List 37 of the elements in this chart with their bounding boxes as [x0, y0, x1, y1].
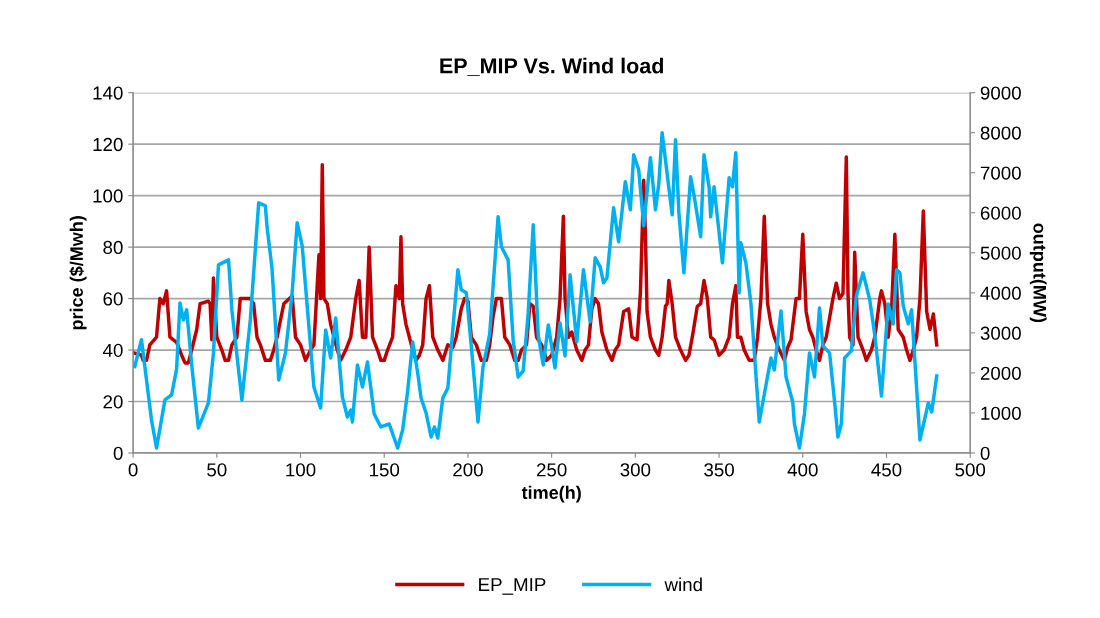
y-tick-label: 140 — [93, 86, 123, 100]
y2-tick-label: 4000 — [980, 286, 1021, 300]
x-tick-label: 250 — [536, 463, 567, 477]
y2-tick-label: 3000 — [980, 326, 1021, 340]
y2-tick-label: 9000 — [980, 86, 1021, 100]
y-tick-label: 20 — [103, 395, 123, 409]
x-tick-label: 300 — [620, 463, 651, 477]
x-tick-label: 200 — [453, 463, 483, 477]
y-tick-label: 100 — [93, 189, 123, 203]
y2-axis-title: output(MW) — [1029, 223, 1047, 323]
x-axis-title: time(h) — [521, 485, 581, 503]
y2-tick-label: 1000 — [981, 406, 1021, 420]
y2-tick-label: 0 — [980, 446, 990, 460]
x-tick-label: 450 — [871, 463, 902, 477]
y2-tick-label: 6000 — [980, 206, 1021, 220]
x-tick-label: 0 — [128, 463, 138, 477]
y-axis-title: price ($/Mwh) — [69, 216, 87, 330]
x-tick-label: 150 — [370, 463, 400, 477]
y2-tick-label: 2000 — [980, 366, 1021, 380]
x-tick-label: 50 — [207, 463, 227, 477]
y-tick-label: 40 — [102, 343, 123, 358]
legend-label: wind — [664, 577, 702, 592]
line-series — [133, 130, 939, 450]
y2-tick-label: 5000 — [980, 246, 1021, 260]
y-tick-label: 60 — [103, 292, 123, 306]
y-tick-label: 120 — [93, 137, 123, 152]
y-tick-label: 80 — [103, 240, 123, 255]
y-tick-label: 0 — [113, 446, 123, 460]
legend-label: EP_MIP — [479, 578, 546, 595]
x-tick-label: 100 — [286, 463, 316, 477]
x-tick-label: 400 — [787, 463, 818, 477]
y2-tick-label: 7000 — [980, 166, 1021, 180]
x-tick-label: 350 — [704, 463, 734, 477]
x-tick-label: 500 — [955, 463, 986, 477]
line-series — [133, 155, 939, 365]
chart-title: EP_MIP Vs. Wind load — [440, 57, 663, 76]
y2-tick-label: 8000 — [980, 126, 1021, 140]
